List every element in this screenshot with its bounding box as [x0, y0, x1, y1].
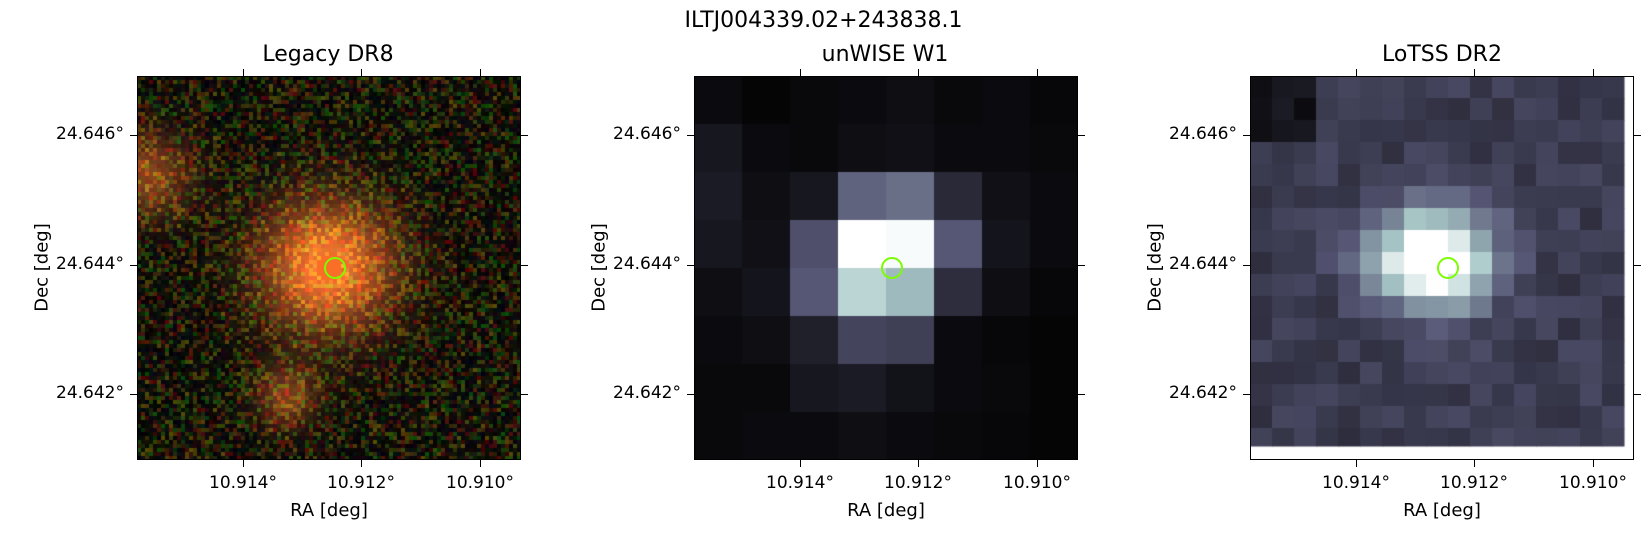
y-tick-left — [687, 135, 694, 137]
y-tick-left — [1243, 394, 1250, 396]
y-tick-label: 24.644° — [1169, 254, 1237, 274]
x-tick-bottom — [1037, 460, 1039, 467]
y-axis-label: Dec [deg] — [31, 223, 53, 312]
x-tick-label: 10.912° — [1440, 473, 1508, 493]
y-tick-label: 24.642° — [1169, 383, 1237, 403]
x-tick-label: 10.910° — [1003, 473, 1071, 493]
x-tick-top — [361, 69, 363, 76]
y-tick-left — [687, 394, 694, 396]
lotss-image — [1250, 76, 1634, 460]
y-tick-right — [521, 265, 528, 267]
x-axis-label: RA [deg] — [1403, 500, 1481, 521]
y-tick-label: 24.644° — [56, 254, 124, 274]
unwise-image — [694, 76, 1078, 460]
y-tick-right — [1634, 394, 1641, 396]
x-tick-bottom — [1593, 460, 1595, 467]
y-tick-right — [521, 394, 528, 396]
x-tick-label: 10.912° — [884, 473, 952, 493]
y-tick-right — [1078, 265, 1085, 267]
x-tick-label: 10.912° — [327, 473, 395, 493]
y-tick-label: 24.646° — [56, 124, 124, 144]
y-tick-right — [521, 135, 528, 137]
y-tick-left — [687, 265, 694, 267]
y-tick-label: 24.644° — [613, 254, 681, 274]
x-tick-label: 10.910° — [1559, 473, 1627, 493]
x-tick-bottom — [361, 460, 363, 467]
y-tick-label: 24.642° — [613, 383, 681, 403]
x-tick-top — [243, 69, 245, 76]
y-tick-left — [1243, 135, 1250, 137]
y-tick-left — [130, 394, 137, 396]
y-axis-label: Dec [deg] — [1144, 223, 1166, 312]
y-axis-label: Dec [deg] — [588, 223, 610, 312]
y-tick-label: 24.646° — [1169, 124, 1237, 144]
x-axis-label: RA [deg] — [847, 500, 925, 521]
y-tick-label: 24.646° — [613, 124, 681, 144]
legacy-rgb-canvas — [137, 76, 521, 460]
x-tick-label: 10.910° — [446, 473, 514, 493]
y-tick-right — [1078, 394, 1085, 396]
x-tick-label: 10.914° — [766, 473, 834, 493]
panel-title-lotss: LoTSS DR2 — [1382, 42, 1502, 67]
x-tick-top — [918, 69, 920, 76]
x-tick-top — [1593, 69, 1595, 76]
x-tick-bottom — [1356, 460, 1358, 467]
lotss-canvas — [1250, 76, 1634, 460]
y-tick-left — [1243, 265, 1250, 267]
y-tick-label: 24.642° — [56, 383, 124, 403]
y-tick-left — [130, 135, 137, 137]
x-tick-top — [800, 69, 802, 76]
y-tick-right — [1634, 135, 1641, 137]
x-tick-bottom — [800, 460, 802, 467]
x-tick-top — [1037, 69, 1039, 76]
x-tick-bottom — [243, 460, 245, 467]
legacy-image — [137, 76, 521, 460]
figure-title: ILTJ004339.02+243838.1 — [684, 8, 963, 33]
x-tick-label: 10.914° — [209, 473, 277, 493]
panel-title-legacy: Legacy DR8 — [262, 42, 394, 67]
x-tick-top — [1474, 69, 1476, 76]
x-tick-bottom — [918, 460, 920, 467]
y-tick-right — [1078, 135, 1085, 137]
panel-title-unwise: unWISE W1 — [821, 42, 949, 67]
x-tick-top — [480, 69, 482, 76]
unwise-canvas — [694, 76, 1078, 460]
x-tick-top — [1356, 69, 1358, 76]
y-tick-right — [1634, 265, 1641, 267]
x-tick-bottom — [480, 460, 482, 467]
x-tick-bottom — [1474, 460, 1476, 467]
y-tick-left — [130, 265, 137, 267]
x-axis-label: RA [deg] — [290, 500, 368, 521]
x-tick-label: 10.914° — [1322, 473, 1390, 493]
